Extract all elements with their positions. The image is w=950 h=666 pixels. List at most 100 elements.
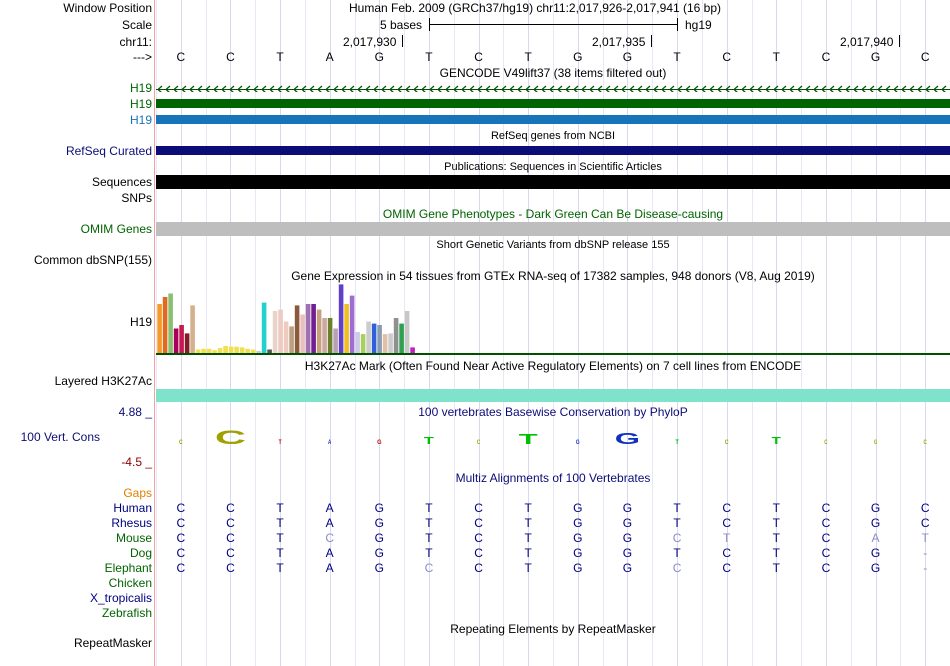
publications-label[interactable]: Sequences	[91, 175, 152, 189]
h3k27ac-signal[interactable]	[156, 389, 950, 402]
gtex-tissue-bar	[239, 347, 245, 353]
alignment-base: C	[920, 501, 930, 515]
multiz-track-title[interactable]: Multiz Alignments of 100 Vertebrates	[455, 471, 651, 485]
alignment-base: C	[821, 516, 831, 530]
h3k27ac-label[interactable]: Layered H3K27Ac	[54, 374, 152, 388]
alignment-base: C	[176, 501, 186, 515]
alignment-base: T	[772, 501, 780, 515]
gencode-row-label[interactable]: H19	[129, 113, 152, 127]
alignment-base: T	[524, 561, 532, 575]
ruler-position: 2,017,930	[343, 35, 397, 49]
gtex-track-title[interactable]: Gene Expression in 54 tissues from GTEx …	[291, 269, 815, 283]
alignment-base: T	[276, 561, 284, 575]
gtex-tissue-bar	[404, 311, 410, 353]
alignment-base: C	[176, 531, 186, 545]
phylop-base-glyph: G	[615, 431, 640, 448]
phylop-base-glyph: C	[725, 440, 729, 446]
species-label[interactable]: Rhesus	[111, 516, 152, 530]
dbsnp-label[interactable]: Common dbSNP(155)	[33, 253, 152, 267]
gencode-h19-exon[interactable]	[156, 99, 950, 108]
repeatmasker-track-title[interactable]: Repeating Elements by RepeatMasker	[450, 622, 656, 636]
omim-feature[interactable]	[156, 222, 950, 236]
species-label[interactable]: Mouse	[115, 531, 152, 545]
gencode-track-title[interactable]: GENCODE V49lift37 (38 items filtered out…	[439, 66, 667, 80]
publications-track-title[interactable]: Publications: Sequences in Scientific Ar…	[444, 161, 662, 173]
repeatmasker-label[interactable]: RepeatMasker	[73, 636, 152, 650]
gtex-tissue-bar	[333, 328, 338, 353]
alignment-base: T	[673, 501, 681, 515]
gtex-expression-chart[interactable]	[156, 284, 950, 356]
chrom-label: chr11:	[119, 35, 152, 49]
alignment-base: -	[923, 561, 928, 575]
gaps-label[interactable]: Gaps	[123, 486, 152, 500]
alignment-base: T	[772, 516, 780, 530]
gtex-tissue-bar	[360, 334, 366, 353]
alignment-base: G	[374, 516, 384, 530]
phylop-label[interactable]: 100 Vert. Cons	[20, 430, 100, 444]
alignment-base: G	[573, 501, 583, 515]
alignment-base: T	[772, 546, 780, 560]
omim-track-title[interactable]: OMIM Gene Phenotypes - Dark Green Can Be…	[382, 207, 724, 221]
gtex-tissue-bar	[311, 304, 316, 353]
gtex-tissue-bar	[261, 302, 267, 353]
refseq-label[interactable]: RefSeq Curated	[65, 144, 152, 158]
gtex-tissue-bar	[250, 349, 256, 353]
gtex-tissue-bar	[179, 325, 184, 353]
ruler-position: 2,017,940	[840, 35, 894, 49]
reference-base: C	[226, 50, 235, 64]
phylop-track-title[interactable]: 100 vertebrates Basewise Conservation by…	[418, 405, 688, 419]
species-label[interactable]: Zebrafish	[101, 606, 152, 620]
alignment-base: T	[772, 531, 780, 545]
alignment-base: T	[276, 501, 284, 515]
gtex-tissue-bar	[382, 334, 388, 353]
phylop-base-glyph: C	[824, 439, 827, 446]
alignment-base: C	[474, 516, 483, 530]
assembly-title: Human Feb. 2009 (GRCh37/hg19) chr11:2,01…	[349, 1, 722, 15]
gtex-tissue-bar	[256, 350, 261, 353]
phylop-base-glyph: C	[179, 440, 183, 446]
publications-feature[interactable]	[156, 175, 950, 189]
species-label[interactable]: Chicken	[108, 576, 152, 590]
phylop-base-glyph: T	[424, 435, 435, 447]
phylop-max-label: 4.88 _	[118, 405, 152, 419]
alignment-base: T	[425, 516, 433, 530]
reference-base: T	[425, 50, 433, 64]
gencode-row-label[interactable]: H19	[129, 97, 152, 111]
species-label[interactable]: X_tropicalis	[89, 591, 152, 605]
omim-label[interactable]: OMIM Genes	[80, 222, 152, 236]
species-label[interactable]: Elephant	[104, 561, 152, 575]
h3k27ac-track-title[interactable]: H3K27Ac Mark (Often Found Near Active Re…	[304, 359, 802, 373]
alignment-base: C	[474, 531, 483, 545]
gtex-tissue-bar	[184, 333, 190, 353]
phylop-base-glyph: C	[477, 439, 480, 446]
species-label[interactable]: Human	[113, 501, 152, 515]
reference-base: T	[276, 50, 284, 64]
gtex-label[interactable]: H19	[129, 315, 152, 329]
alignment-base: G	[573, 546, 583, 560]
snps-label[interactable]: SNPs	[121, 191, 152, 205]
gtex-tissue-bar	[212, 350, 217, 353]
alignment-base: G	[622, 531, 633, 545]
gencode-h19-intron[interactable]	[156, 83, 950, 92]
alignment-base: T	[524, 531, 532, 545]
alignment-base: C	[226, 561, 235, 575]
gtex-tissue-bar	[322, 318, 327, 353]
ruler-tick	[402, 35, 403, 47]
gencode-h19-exon-blue[interactable]	[156, 115, 950, 124]
gtex-tissue-bar	[272, 311, 278, 353]
reference-base: A	[325, 50, 334, 64]
gtex-tissue-bar	[399, 323, 404, 353]
refseq-h19-feature[interactable]	[156, 146, 950, 155]
alignment-base: T	[276, 546, 284, 560]
scale-label: Scale	[121, 18, 152, 32]
alignment-base: T	[276, 531, 284, 545]
alignment-base: G	[374, 561, 384, 575]
gtex-tissue-bar	[157, 304, 162, 353]
gtex-tissue-bar	[305, 304, 311, 353]
gencode-row-label[interactable]: H19	[129, 81, 152, 95]
alignment-base: C	[722, 516, 732, 530]
refseq-track-title[interactable]: RefSeq genes from NCBI	[490, 130, 616, 142]
species-label[interactable]: Dog	[129, 546, 152, 560]
dbsnp-track-title[interactable]: Short Genetic Variants from dbSNP releas…	[436, 239, 670, 251]
